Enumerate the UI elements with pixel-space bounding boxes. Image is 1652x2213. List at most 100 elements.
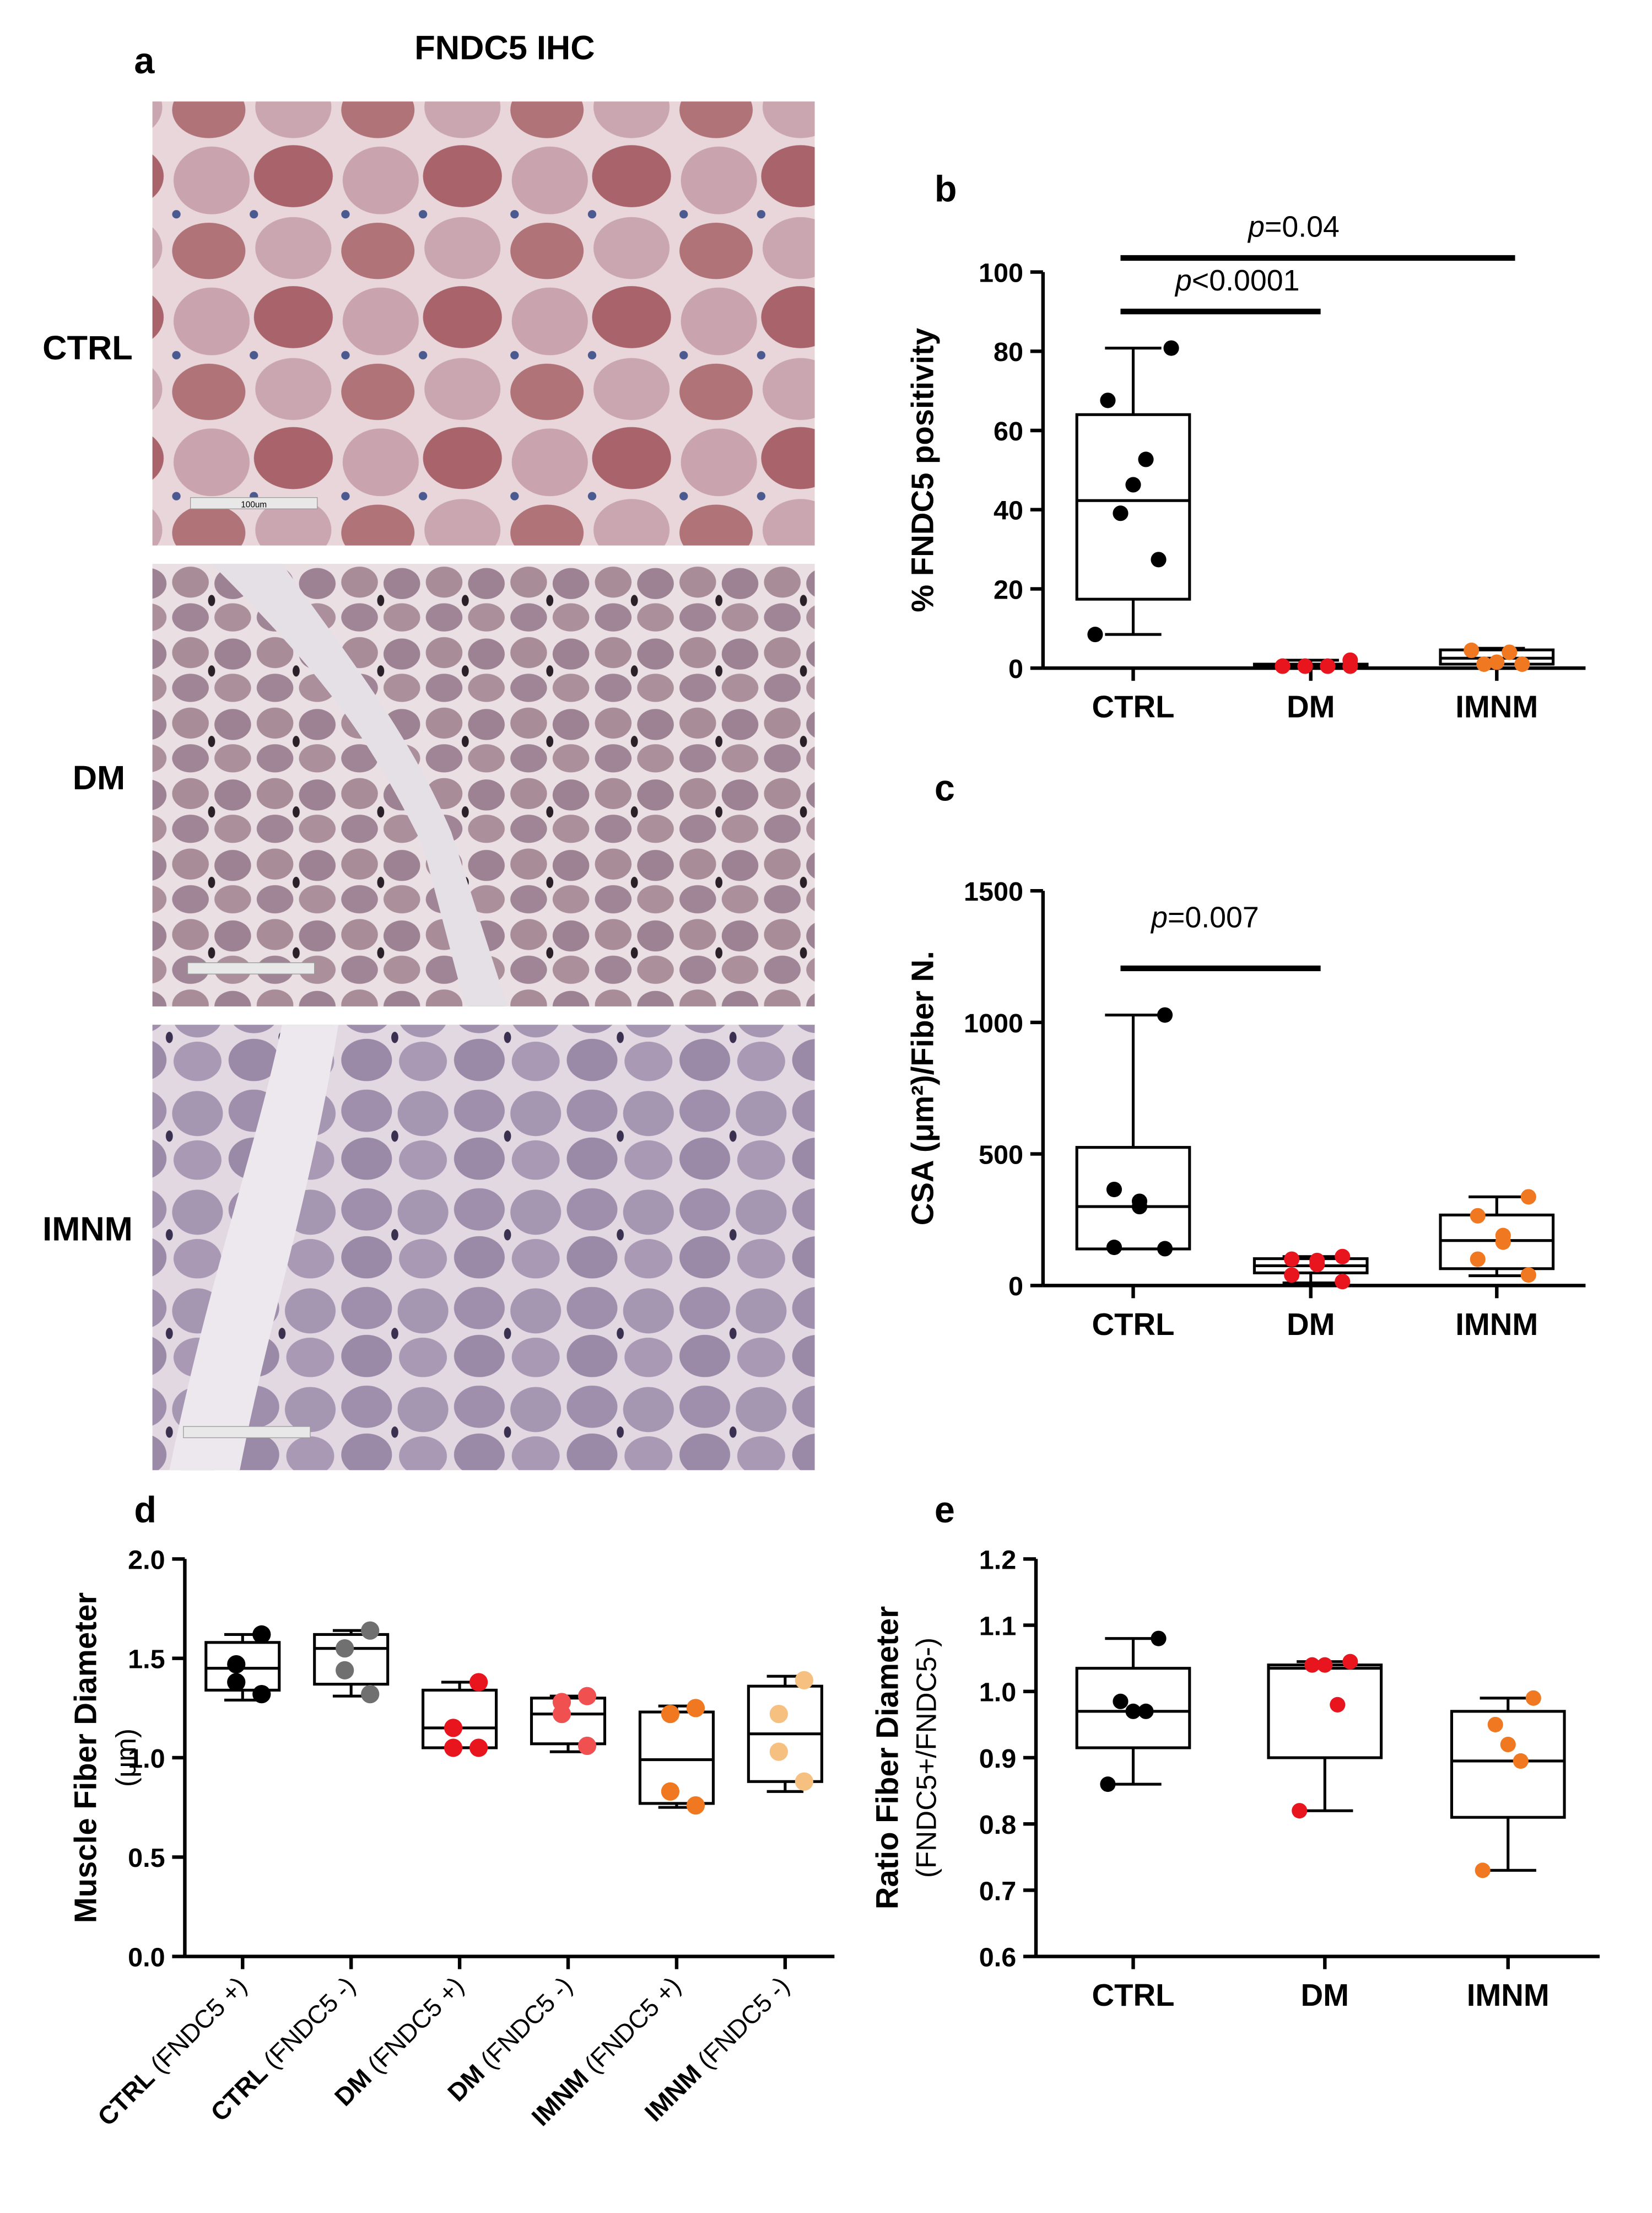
data-point [1138, 1703, 1154, 1719]
data-point [1342, 652, 1358, 668]
data-point [1138, 451, 1154, 467]
data-point [795, 1772, 813, 1791]
y-tick-label: 0 [1008, 1272, 1023, 1301]
y-tick-label: 2.0 [128, 1545, 165, 1575]
scale-bar [183, 1426, 311, 1439]
data-point [1464, 642, 1480, 658]
data-point [1125, 1703, 1141, 1719]
data-point [769, 1742, 788, 1761]
data-point [1470, 1251, 1486, 1267]
data-point [1284, 1251, 1300, 1267]
data-point [577, 1687, 597, 1705]
connective-tissue [169, 1025, 339, 1471]
data-point [227, 1655, 246, 1674]
data-point [336, 1661, 354, 1679]
x-tick-label: DM [1301, 1978, 1349, 2012]
y-tick-label: 0.5 [128, 1843, 165, 1873]
data-point [1335, 1274, 1351, 1290]
data-point [1157, 1007, 1173, 1023]
y-tick-label: 80 [994, 337, 1023, 367]
x-tick-label: CTRL [1092, 690, 1175, 724]
data-point [686, 1699, 705, 1717]
y-tick-label: 0.6 [979, 1942, 1017, 1972]
y-tick-label: 1500 [964, 877, 1023, 907]
box-plot: c 0 500 1000 1500 CSA (μm²)/Fiber N. CTRL DM IMN… [905, 768, 1586, 1342]
box-plot: d 0.0 0.5 1.0 1.5 2.0 Muscle Fiber Diameter (μm… [68, 1490, 835, 2131]
row-label: DM [73, 759, 125, 797]
data-point [469, 1673, 488, 1692]
box [204, 1641, 281, 1692]
data-point [1125, 477, 1141, 493]
micrograph [152, 101, 815, 546]
data-point [227, 1673, 246, 1692]
data-point [1513, 1753, 1529, 1769]
data-point [1309, 1257, 1325, 1273]
data-point [1342, 1654, 1358, 1670]
data-point [1113, 505, 1129, 521]
panel-label: c [935, 768, 955, 809]
y-tick-label: 1000 [964, 1009, 1023, 1038]
data-point [795, 1671, 813, 1689]
y-tick-label: 500 [979, 1140, 1023, 1170]
data-point [1151, 1630, 1167, 1646]
box [1267, 1663, 1383, 1759]
box [1075, 413, 1191, 601]
y-tick-label: 0 [1008, 654, 1023, 684]
y-axis-sublabel: (FNDC5+/FNDC5-) [910, 1638, 942, 1878]
x-tick-label: CTRL [1092, 1978, 1175, 2012]
data-point [1106, 1181, 1122, 1198]
data-point [1106, 1239, 1122, 1256]
data-point [1476, 656, 1492, 672]
data-point [336, 1639, 354, 1658]
y-tick-label: 0.9 [979, 1744, 1017, 1774]
y-axis-label: Muscle Fiber Diameter [68, 1592, 102, 1923]
data-point [252, 1684, 271, 1704]
data-point [1489, 654, 1505, 670]
data-point [1297, 658, 1313, 674]
data-point [1495, 1234, 1511, 1250]
box [313, 1633, 390, 1686]
data-point [1330, 1697, 1346, 1713]
data-point [1520, 1267, 1536, 1283]
data-point [1520, 1189, 1536, 1205]
data-point [1320, 658, 1336, 674]
panel-label: e [935, 1490, 955, 1531]
y-tick-label: 0.7 [979, 1876, 1017, 1906]
x-tick-label: IMNM [1455, 690, 1538, 724]
y-tick-label: 1.2 [979, 1545, 1017, 1575]
data-point [1100, 1776, 1116, 1792]
box-plot: e 0.6 0.7 0.8 0.9 1.0 1.1 1.2 Ratio Fiber Diamet… [870, 1490, 1600, 2012]
y-axis-label: Ratio Fiber Diameter [870, 1606, 904, 1909]
y-axis-label: CSA (μm²)/Fiber N. [905, 951, 940, 1225]
panel-label: d [134, 1490, 156, 1531]
data-point [1525, 1690, 1541, 1706]
annotation: p<0.0001 [1174, 264, 1299, 297]
data-point [1087, 627, 1103, 643]
y-tick-label: 0.8 [979, 1810, 1017, 1840]
y-tick-label: 0.0 [128, 1942, 165, 1972]
data-point [577, 1736, 597, 1755]
box [1075, 1146, 1191, 1251]
data-point [1487, 1716, 1503, 1732]
data-point [769, 1705, 788, 1724]
data-point [1317, 1657, 1333, 1673]
data-point [1113, 1693, 1129, 1709]
connective-tissue [212, 563, 508, 1006]
y-tick-label: 1.0 [128, 1744, 165, 1774]
panel-title: FNDC5 IHC [414, 29, 595, 67]
row-label: CTRL [42, 329, 133, 367]
x-tick-label: IMNM [1455, 1307, 1538, 1342]
data-point [469, 1738, 488, 1757]
data-point [1163, 340, 1179, 356]
scale-label: 100um [241, 500, 267, 510]
annotation: p=0.04 [1247, 211, 1340, 244]
row-label: IMNM [42, 1210, 133, 1248]
data-point [1157, 1241, 1173, 1257]
data-point [661, 1782, 680, 1801]
data-point [1131, 1199, 1148, 1215]
data-point [552, 1705, 571, 1724]
scale-bars [183, 497, 318, 1439]
x-tick-label: IMNM [1467, 1978, 1550, 2012]
